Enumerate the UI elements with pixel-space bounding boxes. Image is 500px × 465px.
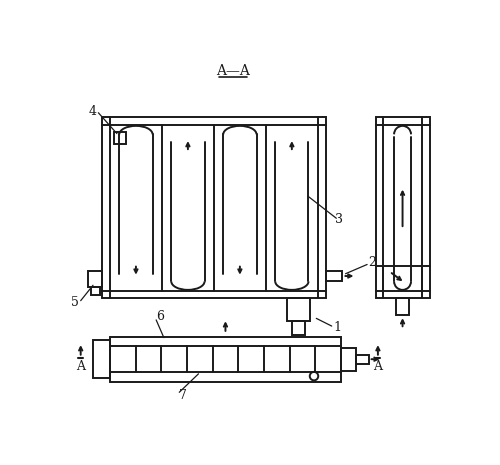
Bar bbox=[88, 272, 102, 287]
Bar bbox=[90, 287, 100, 294]
Bar bbox=[110, 337, 341, 381]
Bar bbox=[326, 271, 342, 281]
Bar bbox=[341, 348, 356, 371]
Bar bbox=[102, 117, 326, 299]
Bar bbox=[292, 321, 305, 335]
Bar bbox=[396, 299, 409, 315]
Text: A—A: A—A bbox=[216, 64, 250, 78]
Text: 2: 2 bbox=[368, 256, 376, 269]
Text: A: A bbox=[76, 360, 85, 373]
Text: A: A bbox=[374, 360, 382, 373]
Text: 7: 7 bbox=[179, 389, 187, 402]
Bar bbox=[114, 132, 126, 144]
Bar bbox=[376, 117, 430, 299]
Text: 4: 4 bbox=[89, 105, 97, 118]
Bar bbox=[287, 299, 310, 321]
Bar bbox=[356, 354, 368, 364]
Text: 6: 6 bbox=[156, 310, 164, 323]
Text: 3: 3 bbox=[336, 213, 344, 226]
Text: 5: 5 bbox=[72, 296, 79, 309]
Text: 1: 1 bbox=[333, 321, 341, 334]
Bar bbox=[93, 340, 110, 379]
